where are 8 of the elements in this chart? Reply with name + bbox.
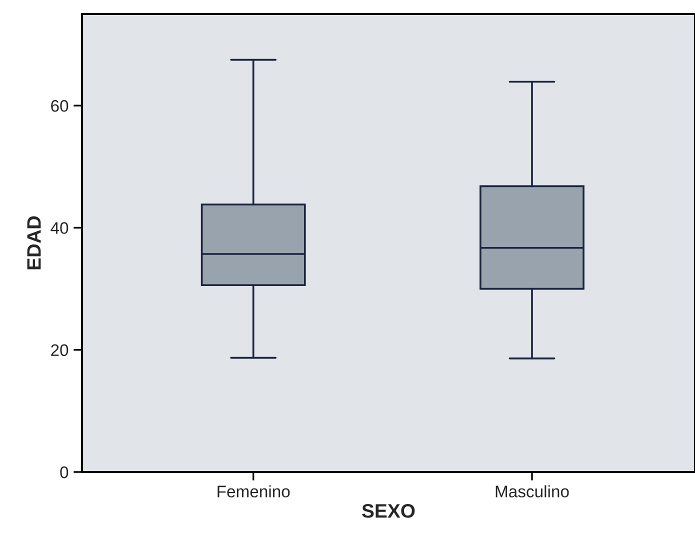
x-tick-label: Femenino	[218, 485, 290, 498]
x-axis-title: SEXO	[362, 504, 415, 518]
y-tick-label: 60	[51, 100, 68, 112]
x-tick-label: Masculino	[496, 485, 569, 498]
y-tick-label: 40	[50, 222, 68, 234]
y-tick-label: 0	[60, 466, 68, 478]
y-tick-label: 20	[51, 344, 68, 356]
y-axis-title: EDAD	[27, 216, 41, 270]
